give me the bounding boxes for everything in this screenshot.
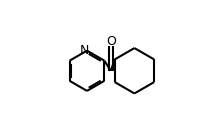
Text: N: N bbox=[80, 44, 89, 57]
Text: O: O bbox=[106, 35, 116, 48]
